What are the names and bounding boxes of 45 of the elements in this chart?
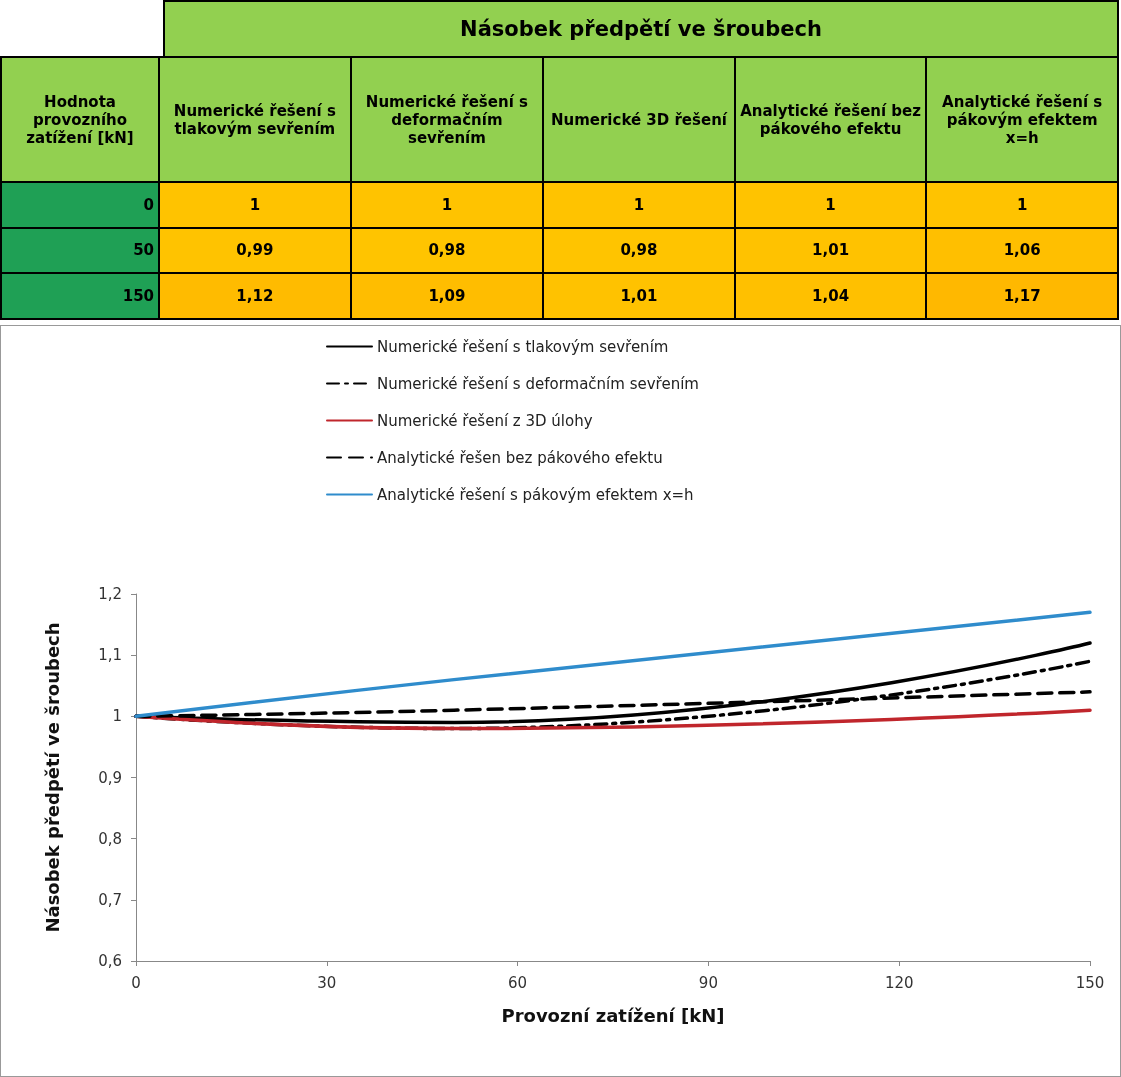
x-tick-label: Numerické 3D řešení bbox=[543, 57, 735, 182]
x-tick-label: Numerické řešení s tlakovým sevřením bbox=[159, 57, 351, 182]
data-label: 1,12 bbox=[159, 273, 351, 319]
y-tick-label: 1,2 bbox=[98, 585, 122, 603]
y-tick-label: 50 bbox=[1, 227, 160, 274]
data-label: 1 bbox=[159, 182, 351, 228]
data-label: 0,98 bbox=[543, 227, 735, 274]
data-label: 1,04 bbox=[734, 273, 927, 319]
data-label: 0,98 bbox=[350, 227, 544, 274]
data-label: 0,99 bbox=[159, 227, 351, 274]
chart-title: Násobek předpětí ve šroubech bbox=[163, 0, 1119, 56]
y-tick-label: 0,6 bbox=[98, 952, 122, 970]
x-tick-label: 30 bbox=[317, 973, 337, 992]
x-tick-label: 0 bbox=[131, 973, 141, 992]
y-tick-label: 0,7 bbox=[98, 890, 122, 909]
legend-label: Numerické řešení s deformačním sevřením bbox=[377, 374, 699, 393]
data-label: 1 bbox=[926, 182, 1118, 228]
legend-label: Numerické řešení z 3D úlohy bbox=[377, 411, 593, 430]
data-label: 1,01 bbox=[543, 273, 735, 319]
y-tick-label: 0,9 bbox=[98, 768, 122, 787]
data-label: 1,01 bbox=[734, 227, 927, 274]
y-tick-label: 1,1 bbox=[98, 646, 122, 665]
y-tick-label: 0,8 bbox=[98, 829, 122, 848]
data-label: 1 bbox=[543, 182, 735, 228]
legend-label: Numerické řešení s tlakovým sevřením bbox=[377, 337, 669, 356]
y-axis-title: Hodnota provozního zatížení [kN] bbox=[1, 57, 160, 182]
x-tick-label: Analytické řešení s pákovým efektem x=h bbox=[926, 57, 1118, 182]
x-tick-label: 90 bbox=[698, 973, 718, 992]
y-tick-label: 1 bbox=[112, 707, 122, 726]
data-label: 1,09 bbox=[350, 273, 544, 319]
y-axis-title: Násobek předpětí ve šroubech bbox=[41, 622, 63, 933]
legend-label: Analytické řešen bez pákového efektu bbox=[377, 448, 663, 467]
data-label: 1 bbox=[350, 182, 544, 228]
data-label: 1,17 bbox=[926, 273, 1118, 319]
x-tick-label: Numerické řešení s deformačním sevřením bbox=[350, 57, 544, 182]
data-label: 1,06 bbox=[926, 227, 1118, 274]
legend-label: Analytické řešení s pákovým efektem x=h bbox=[377, 485, 694, 504]
x-tick-label: Analytické řešení bez pákového efektu bbox=[734, 57, 927, 182]
x-axis-title: Provozní zatížení [kN] bbox=[501, 1004, 725, 1026]
x-tick-label: 120 bbox=[884, 973, 914, 992]
y-tick-label: 0 bbox=[1, 182, 160, 228]
x-tick-label: 150 bbox=[1075, 973, 1105, 992]
y-tick-label: 150 bbox=[1, 273, 160, 319]
data-label: 1 bbox=[734, 182, 927, 228]
x-tick-label: 60 bbox=[508, 973, 528, 992]
